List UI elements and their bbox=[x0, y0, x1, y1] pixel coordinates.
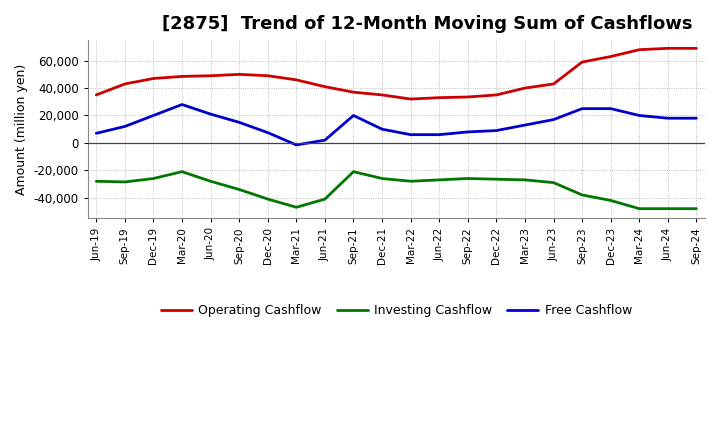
Investing Cashflow bbox=[549, 180, 558, 185]
Operating Cashflow bbox=[549, 81, 558, 87]
Free Cashflow bbox=[349, 113, 358, 118]
Free Cashflow bbox=[149, 113, 158, 118]
Line: Operating Cashflow: Operating Cashflow bbox=[96, 48, 696, 99]
Investing Cashflow bbox=[120, 180, 129, 185]
Investing Cashflow bbox=[692, 206, 701, 211]
Operating Cashflow bbox=[320, 84, 329, 89]
Free Cashflow bbox=[206, 111, 215, 117]
Operating Cashflow bbox=[349, 90, 358, 95]
Text: [2875]  Trend of 12-Month Moving Sum of Cashflows: [2875] Trend of 12-Month Moving Sum of C… bbox=[162, 15, 693, 33]
Investing Cashflow bbox=[178, 169, 186, 174]
Investing Cashflow bbox=[492, 176, 500, 182]
Operating Cashflow bbox=[464, 94, 472, 99]
Operating Cashflow bbox=[235, 72, 243, 77]
Free Cashflow bbox=[378, 127, 387, 132]
Investing Cashflow bbox=[464, 176, 472, 181]
Free Cashflow bbox=[577, 106, 586, 111]
Free Cashflow bbox=[235, 120, 243, 125]
Operating Cashflow bbox=[378, 92, 387, 98]
Free Cashflow bbox=[521, 122, 529, 128]
Line: Free Cashflow: Free Cashflow bbox=[96, 105, 696, 145]
Investing Cashflow bbox=[406, 179, 415, 184]
Line: Investing Cashflow: Investing Cashflow bbox=[96, 172, 696, 209]
Operating Cashflow bbox=[635, 47, 644, 52]
Free Cashflow bbox=[692, 116, 701, 121]
Investing Cashflow bbox=[664, 206, 672, 211]
Free Cashflow bbox=[264, 130, 272, 135]
Free Cashflow bbox=[92, 131, 101, 136]
Free Cashflow bbox=[320, 138, 329, 143]
Operating Cashflow bbox=[120, 81, 129, 87]
Free Cashflow bbox=[292, 142, 301, 147]
Free Cashflow bbox=[464, 129, 472, 135]
Operating Cashflow bbox=[264, 73, 272, 78]
Operating Cashflow bbox=[692, 46, 701, 51]
Operating Cashflow bbox=[521, 85, 529, 91]
Investing Cashflow bbox=[635, 206, 644, 211]
Investing Cashflow bbox=[378, 176, 387, 181]
Free Cashflow bbox=[435, 132, 444, 137]
Y-axis label: Amount (million yen): Amount (million yen) bbox=[15, 63, 28, 195]
Investing Cashflow bbox=[349, 169, 358, 174]
Investing Cashflow bbox=[320, 196, 329, 202]
Free Cashflow bbox=[635, 113, 644, 118]
Investing Cashflow bbox=[149, 176, 158, 181]
Free Cashflow bbox=[178, 102, 186, 107]
Investing Cashflow bbox=[577, 192, 586, 198]
Operating Cashflow bbox=[178, 74, 186, 79]
Investing Cashflow bbox=[235, 187, 243, 192]
Operating Cashflow bbox=[577, 59, 586, 65]
Operating Cashflow bbox=[292, 77, 301, 82]
Operating Cashflow bbox=[664, 46, 672, 51]
Investing Cashflow bbox=[206, 179, 215, 184]
Investing Cashflow bbox=[606, 198, 615, 203]
Operating Cashflow bbox=[406, 96, 415, 102]
Free Cashflow bbox=[606, 106, 615, 111]
Free Cashflow bbox=[664, 116, 672, 121]
Operating Cashflow bbox=[435, 95, 444, 100]
Investing Cashflow bbox=[92, 179, 101, 184]
Operating Cashflow bbox=[92, 92, 101, 98]
Operating Cashflow bbox=[206, 73, 215, 78]
Investing Cashflow bbox=[435, 177, 444, 183]
Investing Cashflow bbox=[292, 205, 301, 210]
Investing Cashflow bbox=[264, 196, 272, 202]
Free Cashflow bbox=[120, 124, 129, 129]
Operating Cashflow bbox=[492, 92, 500, 98]
Operating Cashflow bbox=[606, 54, 615, 59]
Free Cashflow bbox=[492, 128, 500, 133]
Investing Cashflow bbox=[521, 177, 529, 183]
Legend: Operating Cashflow, Investing Cashflow, Free Cashflow: Operating Cashflow, Investing Cashflow, … bbox=[156, 299, 637, 323]
Free Cashflow bbox=[406, 132, 415, 137]
Operating Cashflow bbox=[149, 76, 158, 81]
Free Cashflow bbox=[549, 117, 558, 122]
